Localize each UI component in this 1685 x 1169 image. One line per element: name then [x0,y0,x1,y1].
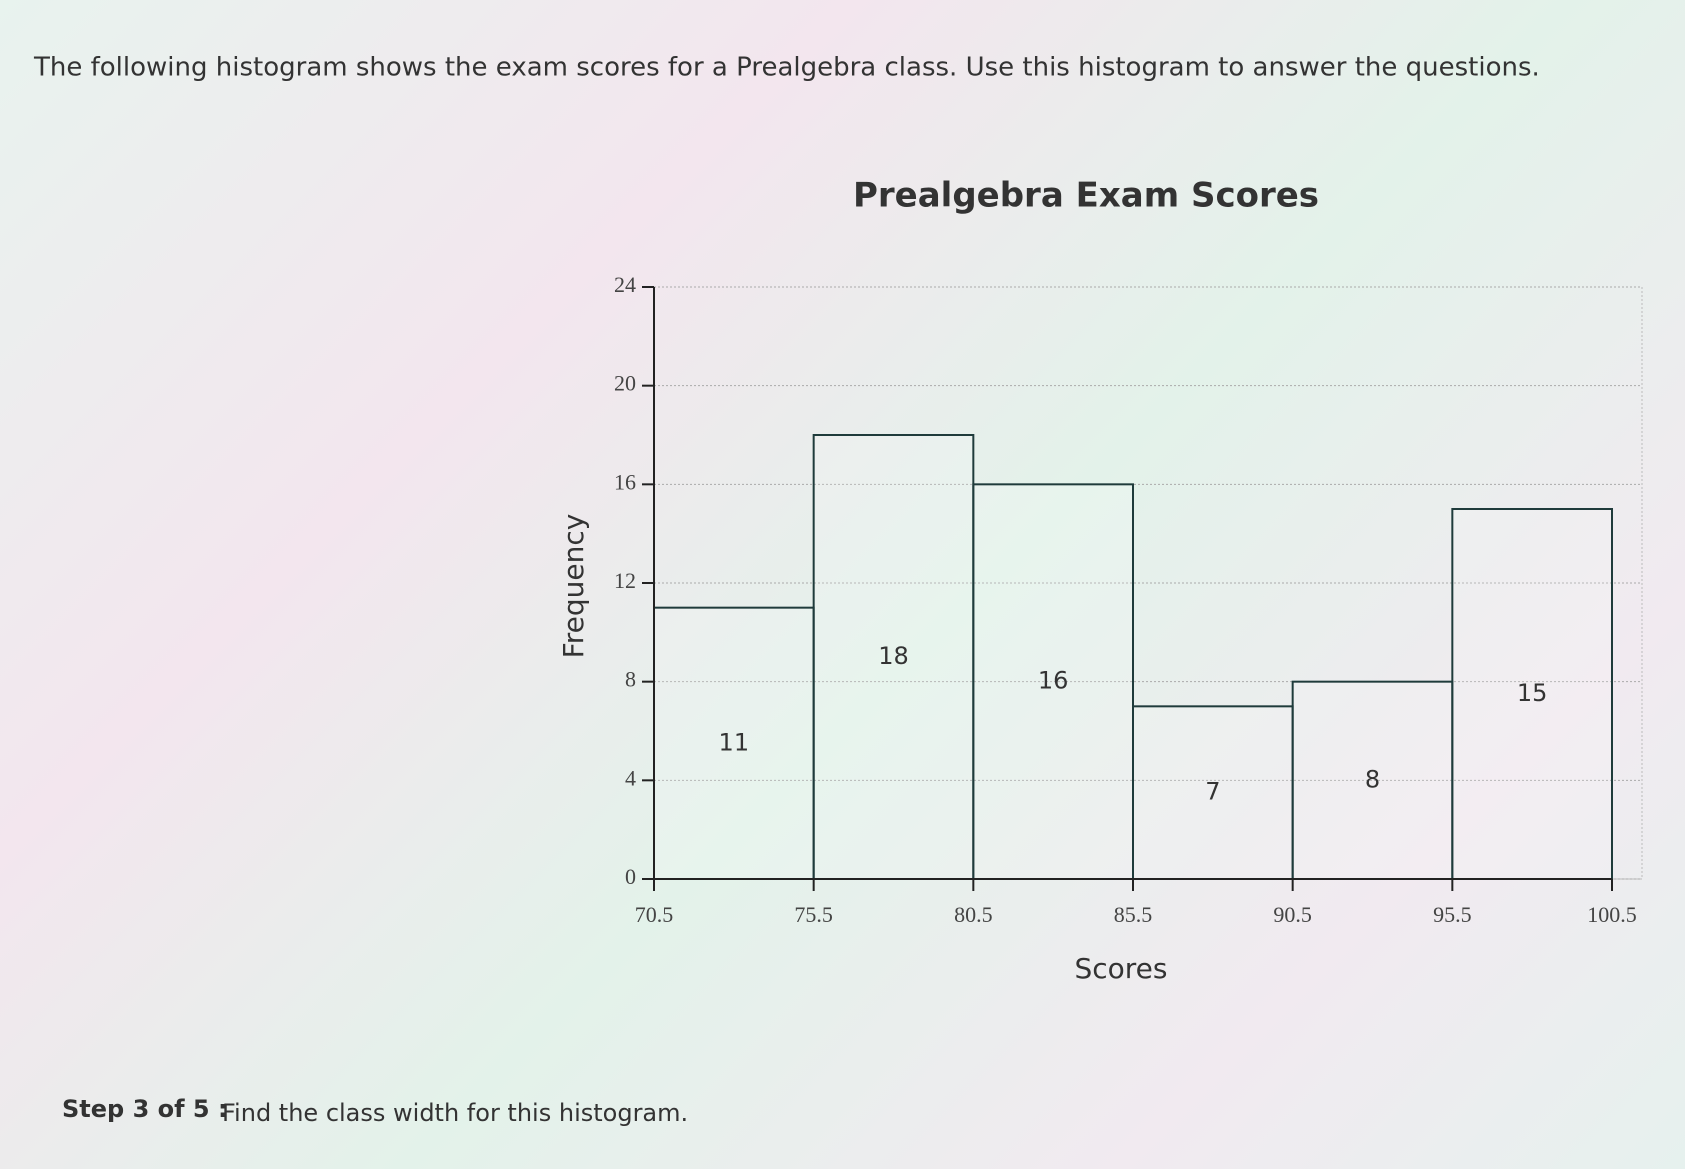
x-tick-label: 90.5 [1273,902,1312,927]
y-tick-label: 16 [614,469,636,494]
y-tick-label: 24 [614,272,636,297]
x-axis-label: Scores [1074,952,1167,985]
bar [1291,680,1454,881]
y-tick-label: 12 [614,568,636,593]
step-label: Step 3 of 5 : [62,1095,228,1123]
y-tick-label: 8 [625,667,636,692]
y-axis-label: Frequency [557,514,590,659]
bar-value-label: 8 [1365,765,1380,793]
bar [653,606,815,881]
y-tick-label: 4 [625,765,636,790]
x-tick-label: 80.5 [954,902,993,927]
bar [812,434,975,880]
bar-value-label: 7 [1205,778,1220,806]
x-tick-label: 75.5 [794,902,833,927]
x-tick-label: 70.5 [635,902,674,927]
bar-value-label: 18 [878,642,909,670]
x-tick-label: 85.5 [1114,902,1153,927]
intro-text: The following histogram shows the exam s… [33,53,1540,83]
y-tick-label: 20 [614,371,636,396]
bar [972,483,1134,880]
chart-title: Prealgebra Exam Scores [853,176,1319,216]
y-tick-label: 0 [625,864,636,889]
x-tick-label: 100.5 [1587,902,1637,927]
x-tick-label: 95.5 [1433,902,1472,927]
bar-value-label: 16 [1038,667,1069,695]
step-text: Find the class width for this histogram. [222,1099,688,1127]
bar-value-label: 15 [1517,679,1548,707]
bar-value-label: 11 [719,728,750,756]
